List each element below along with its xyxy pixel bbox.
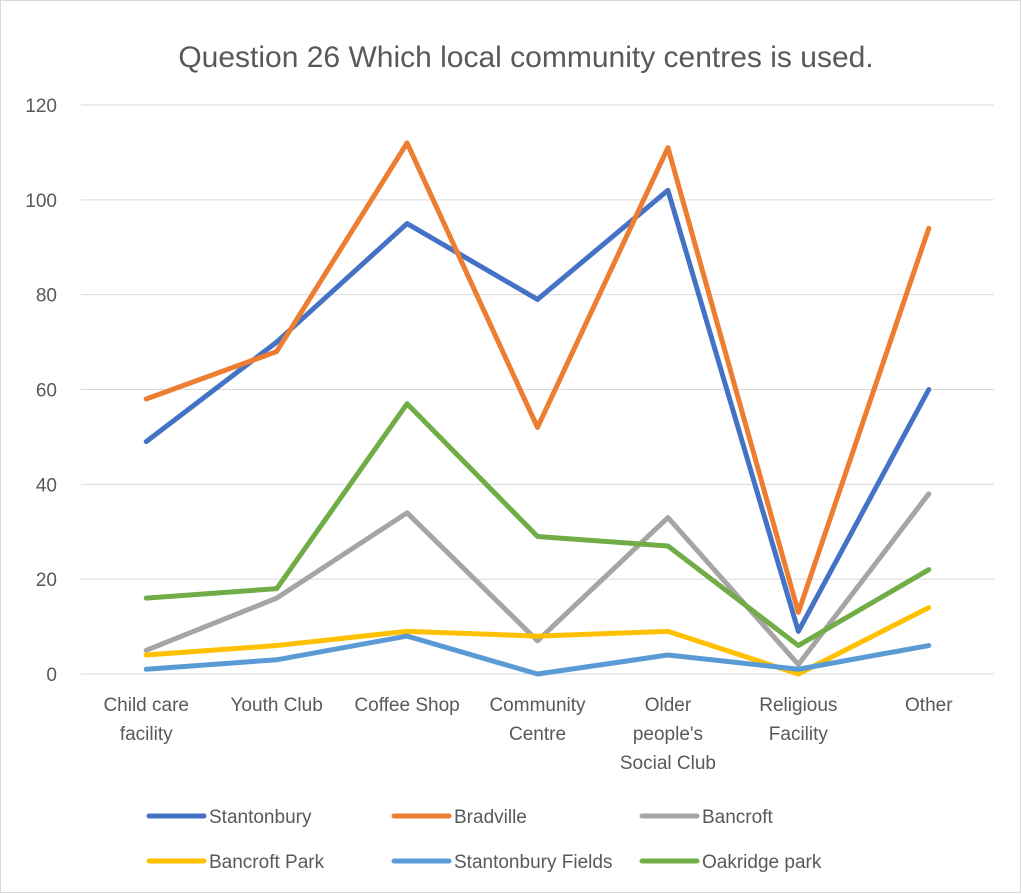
- series-line: [143, 140, 932, 615]
- x-category-label: people's: [633, 724, 703, 745]
- y-axis-ticks: 0 20 40 60 80 100 120: [25, 96, 57, 686]
- x-category-label: Youth Club: [231, 695, 323, 716]
- x-category-label: Other: [905, 695, 953, 716]
- x-category-label: Child care: [103, 695, 189, 716]
- x-category-label: Religious: [759, 695, 837, 716]
- y-tick-label: 120: [25, 96, 57, 117]
- y-tick-label: 80: [36, 286, 57, 307]
- x-category-label: Centre: [509, 724, 566, 745]
- series-line: [143, 401, 932, 649]
- legend-label: Stantonbury Fields: [454, 852, 612, 873]
- x-category-label: Older: [645, 695, 692, 716]
- legend: Stantonbury Bradville Bancroft Bancroft Par…: [146, 807, 822, 873]
- series-line: [143, 605, 932, 677]
- x-category-label: facility: [120, 724, 173, 745]
- legend-label: Bradville: [454, 807, 527, 828]
- y-tick-label: 20: [36, 570, 57, 591]
- legend-label: Stantonbury: [209, 807, 312, 828]
- x-category-label: Community: [489, 695, 586, 716]
- y-tick-label: 60: [36, 381, 57, 402]
- x-category-label: Coffee Shop: [354, 695, 459, 716]
- x-axis-categories: Child care facility Youth Club Coffee Shop C…: [103, 695, 953, 774]
- y-tick-label: 40: [36, 475, 57, 496]
- series-line: [143, 187, 932, 634]
- y-tick-label: 0: [46, 665, 57, 686]
- series-lines: [143, 140, 932, 677]
- legend-label: Bancroft Park: [209, 852, 325, 873]
- legend-label: Bancroft: [702, 807, 773, 828]
- x-category-label: Facility: [769, 724, 829, 745]
- x-category-label: Social Club: [620, 753, 716, 774]
- chart-title: Question 26 Which local community centre…: [178, 41, 873, 74]
- series-line: [143, 633, 932, 677]
- y-tick-label: 100: [25, 191, 57, 212]
- series-line: [143, 491, 932, 668]
- gridlines: [81, 104, 994, 675]
- legend-label: Oakridge park: [702, 852, 822, 873]
